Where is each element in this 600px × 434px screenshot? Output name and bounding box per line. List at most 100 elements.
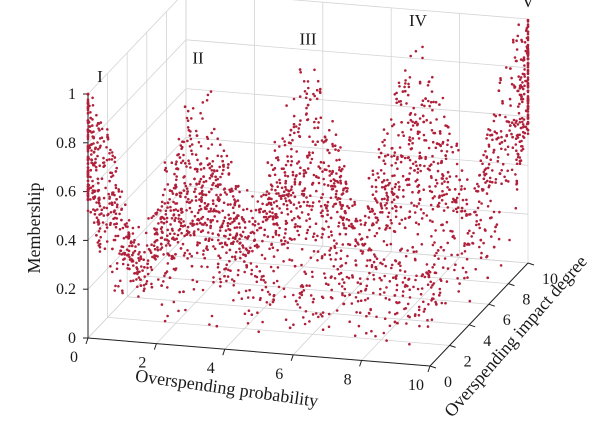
scatter-point <box>188 145 192 148</box>
scatter-point <box>351 226 355 230</box>
scatter-point <box>154 258 157 261</box>
scatter-point <box>337 149 340 152</box>
scatter-point <box>430 235 433 238</box>
scatter-point <box>303 169 307 172</box>
scatter-point <box>503 139 507 142</box>
scatter-point <box>210 187 213 191</box>
scatter-point <box>399 269 402 272</box>
scatter-point <box>251 195 254 198</box>
scatter-point <box>428 185 431 188</box>
scatter-point <box>385 207 388 210</box>
scatter-point <box>365 331 368 335</box>
scatter-point <box>402 188 405 192</box>
scatter-point <box>298 296 302 299</box>
scatter-point <box>373 253 376 256</box>
scatter-point <box>299 285 303 288</box>
scatter-point <box>392 276 395 280</box>
scatter-point <box>351 274 354 277</box>
scatter-point <box>379 261 382 265</box>
scatter-point <box>401 174 405 178</box>
scatter-point <box>179 221 183 225</box>
scatter-point <box>196 217 200 221</box>
scatter-point <box>162 221 166 225</box>
scatter-point <box>435 251 438 255</box>
scatter-point <box>277 192 280 195</box>
scatter-point <box>89 168 92 172</box>
scatter-point <box>334 258 337 261</box>
scatter-point <box>156 232 159 236</box>
scatter-point <box>268 247 271 251</box>
scatter-point <box>321 232 324 236</box>
scatter-point <box>237 291 241 294</box>
scatter-point <box>489 199 492 203</box>
scatter-point <box>421 273 425 276</box>
scatter-point <box>341 192 345 195</box>
scatter-point <box>383 138 386 142</box>
scatter-point <box>438 130 442 133</box>
scatter-point <box>102 140 106 143</box>
scatter-point <box>128 244 131 248</box>
y-tick-mark <box>527 262 535 266</box>
scatter-point <box>325 138 328 142</box>
scatter-point <box>284 185 287 189</box>
scatter-point <box>434 185 437 188</box>
y-tick-mark <box>429 365 437 369</box>
scatter-point <box>338 201 342 204</box>
scatter-point <box>274 229 278 233</box>
scatter-point <box>270 163 274 167</box>
scatter-point <box>399 264 402 268</box>
scatter-point <box>94 157 97 161</box>
scatter-point <box>114 234 117 238</box>
scatter-point <box>282 287 286 291</box>
scatter-point <box>392 154 396 158</box>
scatter-point <box>408 113 412 116</box>
scatter-point <box>431 75 434 79</box>
scatter-point <box>409 147 413 151</box>
scatter-point <box>411 137 415 140</box>
scatter-point <box>486 276 490 280</box>
scatter-point <box>171 192 175 195</box>
scatter-point <box>292 203 296 206</box>
scatter-point <box>261 288 264 292</box>
scatter-point <box>96 208 99 211</box>
y-tick-label: 2 <box>464 353 472 370</box>
scatter-point <box>417 191 420 194</box>
scatter-point <box>183 182 186 185</box>
scatter-point <box>517 75 520 78</box>
scatter-point <box>174 184 177 187</box>
scatter-point <box>365 314 368 318</box>
scatter-point <box>146 259 150 262</box>
scatter-point <box>94 161 97 164</box>
scatter-point <box>127 219 131 222</box>
scatter-point <box>265 203 269 206</box>
scatter-point <box>408 136 412 139</box>
scatter-point <box>262 193 265 197</box>
scatter-point <box>164 209 168 213</box>
scatter-point <box>139 278 142 282</box>
scatter-point <box>526 32 530 36</box>
scatter-point <box>317 176 320 179</box>
scatter-point <box>207 231 210 234</box>
scatter-point <box>314 143 317 146</box>
scatter-point <box>306 167 310 170</box>
scatter-point <box>274 212 278 216</box>
scatter-point <box>460 185 463 188</box>
scatter-point <box>211 172 214 175</box>
scatter-point <box>228 233 232 236</box>
scatter-point <box>302 174 306 178</box>
scatter-point <box>328 151 331 155</box>
scatter-point <box>493 130 497 133</box>
scatter-point <box>222 149 226 152</box>
scatter-point <box>401 294 405 298</box>
scatter-point <box>505 120 509 123</box>
scatter-point <box>100 127 104 131</box>
scatter-point <box>498 81 502 85</box>
scatter-point <box>204 238 207 241</box>
scatter-point <box>166 286 169 289</box>
scatter-point <box>517 23 520 27</box>
scatter-point <box>411 124 415 127</box>
scatter-point <box>152 244 156 247</box>
scatter-point <box>190 254 193 258</box>
scatter-point <box>294 223 297 226</box>
scatter-point <box>302 316 305 319</box>
